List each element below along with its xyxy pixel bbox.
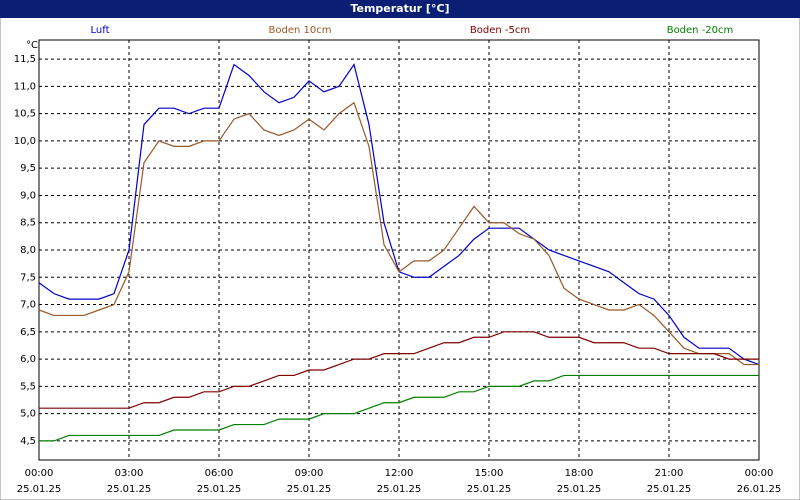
y-tick-label: 5,5 (20, 381, 36, 392)
legend-entry: Boden 10cm (269, 25, 332, 36)
y-axis-label: °C (26, 40, 38, 51)
y-tick-label: 11,5 (14, 54, 36, 65)
x-tick-date: 25.01.25 (377, 484, 422, 495)
data-line (38, 101, 759, 366)
x-tick-date: 25.01.25 (647, 484, 692, 495)
data-line (39, 374, 759, 442)
y-tick-label: 10,0 (14, 136, 36, 147)
legend-entry: Boden -20cm (667, 25, 734, 36)
y-tick-label: 8,0 (20, 245, 36, 256)
x-tick-date: 25.01.25 (17, 484, 62, 495)
legend-entry: Luft (91, 25, 110, 36)
x-tick-date: 26.01.25 (737, 484, 782, 495)
x-tick-label: 00:00 (25, 468, 54, 479)
y-tick-label: 4,5 (20, 436, 36, 447)
y-tick-label: 8,5 (20, 218, 36, 229)
x-tick-date: 25.01.25 (287, 484, 332, 495)
y-tick-label: 11,0 (14, 81, 36, 92)
title-bar (0, 0, 800, 18)
x-tick-label: 00:00 (745, 468, 774, 479)
x-tick-date: 25.01.25 (107, 484, 152, 495)
y-tick-label: 6,0 (20, 354, 36, 365)
x-tick-label: 15:00 (475, 468, 504, 479)
x-tick-date: 25.01.25 (467, 484, 512, 495)
y-tick-label: 9,0 (20, 190, 36, 201)
legend-entry: Boden -5cm (470, 25, 530, 36)
y-tick-label: 7,5 (20, 272, 36, 283)
x-tick-label: 12:00 (385, 468, 414, 479)
x-tick-date: 25.01.25 (557, 484, 602, 495)
y-tick-label: 7,0 (20, 300, 36, 311)
x-tick-label: 21:00 (655, 468, 684, 479)
y-tick-label: 10,5 (14, 109, 36, 120)
y-tick-label: 6,5 (20, 327, 36, 338)
data-line (39, 331, 759, 409)
x-tick-label: 06:00 (205, 468, 234, 479)
y-tick-label: 5,0 (20, 409, 36, 420)
x-tick-label: 03:00 (115, 468, 144, 479)
y-tick-label: 9,5 (20, 163, 36, 174)
x-tick-label: 09:00 (295, 468, 324, 479)
chart-title: Temperatur [°C] (350, 2, 449, 15)
x-tick-date: 25.01.25 (197, 484, 242, 495)
x-tick-label: 18:00 (565, 468, 594, 479)
